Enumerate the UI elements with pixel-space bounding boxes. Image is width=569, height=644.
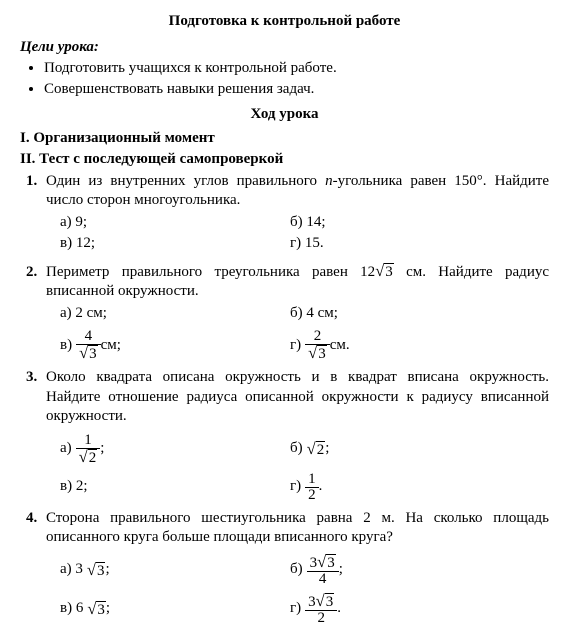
q3-option-g: г) 1 2 .: [290, 472, 549, 503]
sqrt-icon: √3: [375, 260, 394, 283]
fraction-icon: 4 √3: [76, 329, 101, 362]
q1-number: 1.: [26, 172, 46, 192]
q4-b-den: 4: [307, 572, 339, 587]
q2-g-den: √3: [305, 345, 330, 362]
lesson-flow-title: Ход урока: [20, 105, 549, 125]
q4-b-num: 3√3: [307, 554, 339, 572]
q2-option-a: а) 2 см;: [60, 304, 290, 324]
q1-option-b: б) 14;: [290, 213, 549, 233]
q4-options-row2: в) 6√3 ; г) 3√3 2 .: [60, 593, 549, 626]
q3-b-after: ;: [325, 439, 329, 459]
q1-option-g: г) 15.: [290, 234, 549, 254]
q1-option-v: в) 12;: [60, 234, 290, 254]
q4-g-num-coef: 3: [308, 594, 316, 610]
q2-option-v: в) 4 √3 см;: [60, 329, 290, 362]
q2-text-before: Периметр правильного треугольника равен …: [46, 264, 375, 280]
question-1: 1.Один из внутренних углов правильного n…: [46, 172, 549, 254]
q2-number: 2.: [26, 263, 46, 283]
q4-number: 4.: [26, 509, 46, 529]
fraction-icon: 3√3 4: [307, 554, 339, 587]
q4-a-after: ;: [105, 560, 109, 580]
fraction-icon: 3√3 2: [305, 593, 337, 626]
q2-v-den: √3: [76, 345, 101, 362]
q1-options-row2: в) 12; г) 15.: [60, 234, 549, 254]
q2-option-g: г) 2 √3 см.: [290, 329, 549, 362]
q4-b-num-sqrt: 3: [326, 554, 336, 571]
q3-a-after: ;: [100, 439, 104, 459]
q4-v-after: ;: [106, 599, 110, 619]
q4-option-g: г) 3√3 2 .: [290, 593, 549, 626]
q4-a-sqrt: 3: [96, 562, 106, 579]
q4-options-row1: а) 3√3 ; б) 3√3 4 ;: [60, 554, 549, 587]
q4-a-label: а) 3: [60, 560, 83, 580]
goals-list: Подготовить учащихся к контрольной работ…: [20, 59, 549, 99]
q1-option-a: а) 9;: [60, 213, 290, 233]
q2-v-den-sqrt: 3: [88, 345, 98, 362]
goal-item: Подготовить учащихся к контрольной работ…: [44, 59, 549, 79]
q3-options-row2: в) 2; г) 1 2 .: [60, 472, 549, 503]
q4-option-b: б) 3√3 4 ;: [290, 554, 549, 587]
q2-v-after: см;: [101, 336, 121, 356]
q1-text-before: Один из внутренних углов правильного: [46, 173, 325, 189]
question-2: 2.Периметр правильного треугольника раве…: [46, 260, 549, 363]
q4-b-num-coef: 3: [310, 555, 318, 571]
q4-v-label: в) 6: [60, 599, 83, 619]
q4-g-after: .: [337, 599, 341, 619]
q3-option-a: а) 1 √2 ;: [60, 433, 290, 466]
q3-a-den-sqrt: 2: [88, 449, 98, 466]
fraction-icon: 2 √3: [305, 329, 330, 362]
q2-sqrt-val: 3: [384, 263, 394, 280]
section-II: II. Тест с последующей самопроверкой: [20, 150, 549, 170]
q2-g-label: г): [290, 336, 301, 356]
q4-g-num: 3√3: [305, 593, 337, 611]
question-4: 4. Сторона правильного шестиугольника рав…: [46, 509, 549, 626]
q2-option-b: б) 4 см;: [290, 304, 549, 324]
q3-option-v: в) 2;: [60, 477, 290, 497]
goal-item: Совершенствовать навыки решения задач.: [44, 80, 549, 100]
q1-n: n: [325, 173, 333, 189]
q4-g-num-sqrt: 3: [325, 593, 335, 610]
q4-text: Сторона правильного шестиугольника равна…: [46, 510, 549, 546]
q4-b-after: ;: [339, 560, 343, 580]
q4-option-v: в) 6√3 ;: [60, 598, 290, 621]
q3-text: Около квадрата описана окружность и в кв…: [46, 369, 549, 424]
q3-option-b: б) √2 ;: [290, 438, 549, 461]
sqrt-icon: √3: [87, 559, 106, 582]
q3-options-row1: а) 1 √2 ; б) √2 ;: [60, 433, 549, 466]
q3-b-label: б): [290, 439, 303, 459]
q4-g-label: г): [290, 599, 301, 619]
q3-a-den: √2: [76, 449, 101, 466]
q2-v-label: в): [60, 336, 72, 356]
page-title: Подготовка к контрольной работе: [20, 12, 549, 32]
sqrt-icon: √2: [307, 438, 326, 461]
q1-options-row1: а) 9; б) 14;: [60, 213, 549, 233]
q3-a-label: а): [60, 439, 72, 459]
q3-g-den: 2: [305, 488, 319, 503]
q3-g-after: .: [319, 477, 323, 497]
q2-options-row2: в) 4 √3 см; г) 2 √3 см.: [60, 329, 549, 362]
q2-g-den-sqrt: 3: [317, 345, 327, 362]
question-3: 3.Около квадрата описана окружность и в …: [46, 368, 549, 503]
q4-v-sqrt: 3: [96, 601, 106, 618]
fraction-icon: 1 2: [305, 472, 319, 503]
q3-g-label: г): [290, 477, 301, 497]
q2-g-after: см.: [330, 336, 350, 356]
q4-b-label: б): [290, 560, 303, 580]
fraction-icon: 1 √2: [76, 433, 101, 466]
q3-number: 3.: [26, 368, 46, 388]
q2-options-row1: а) 2 см; б) 4 см;: [60, 304, 549, 324]
q3-g-num: 1: [305, 472, 319, 488]
q4-option-a: а) 3√3 ;: [60, 559, 290, 582]
q3-b-sqrt: 2: [316, 441, 326, 458]
section-I: I. Организационный момент: [20, 129, 549, 149]
sqrt-icon: √3: [87, 598, 106, 621]
goals-heading: Цели урока:: [20, 38, 549, 58]
